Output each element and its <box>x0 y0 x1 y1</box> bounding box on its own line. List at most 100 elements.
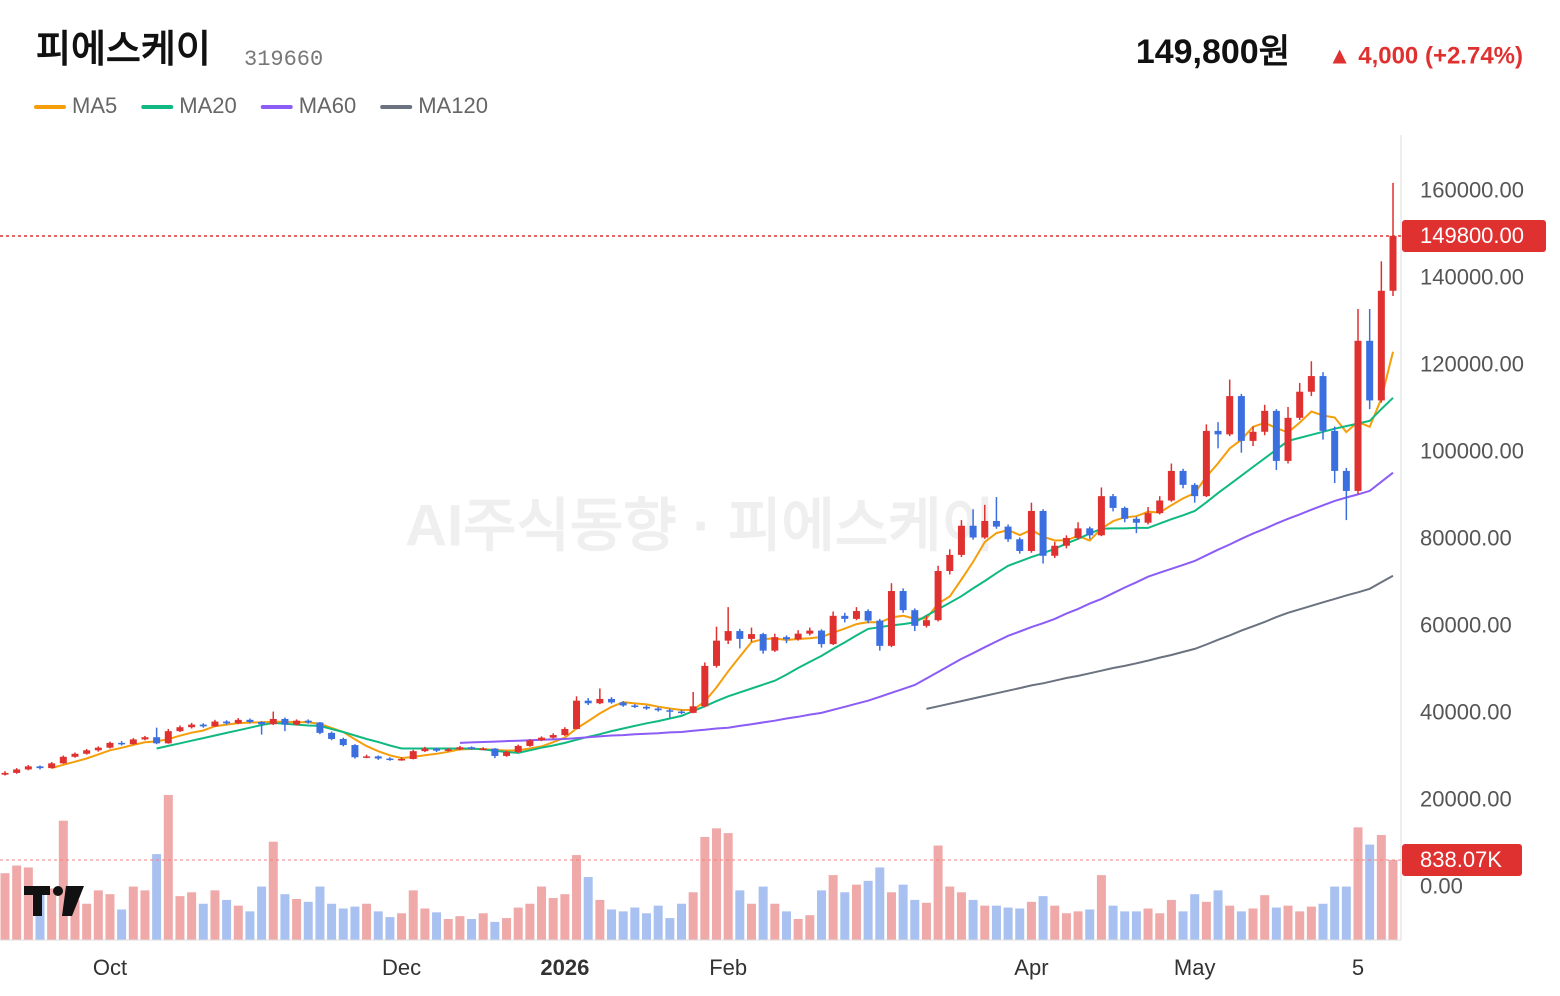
volume-bar <box>397 913 407 940</box>
volume-bar <box>1038 896 1048 940</box>
stock-name: 피에스케이 <box>36 29 211 71</box>
volume-bar <box>1120 911 1130 940</box>
candle-body <box>164 731 172 744</box>
volume-bar <box>1050 905 1060 940</box>
candle-body <box>514 745 522 753</box>
volume-bar <box>968 899 978 940</box>
candle-body <box>433 748 441 751</box>
candle-body <box>573 700 581 729</box>
y-tick-label: 0.00 <box>1420 874 1463 899</box>
volume-bar <box>595 899 605 940</box>
y-tick-label: 140000.00 <box>1420 264 1524 289</box>
candle-body <box>1272 410 1280 461</box>
candle-body <box>1027 510 1035 551</box>
volume-bar <box>443 919 453 940</box>
volume-bar <box>770 903 780 940</box>
candle-body <box>911 610 919 626</box>
volume-bar <box>502 918 512 940</box>
y-tick-label: 20000.00 <box>1420 787 1512 812</box>
legend-label: MA60 <box>299 93 356 118</box>
candle-body <box>1191 484 1199 497</box>
volume-bar <box>303 901 313 940</box>
candle-body <box>946 554 954 572</box>
stock-code: 319660 <box>244 47 323 72</box>
volume-bar <box>618 911 628 940</box>
volume-bar <box>1213 890 1223 940</box>
volume-bar <box>572 855 582 940</box>
candle-body <box>1016 539 1024 551</box>
volume-bar <box>1026 901 1036 940</box>
volume-bar <box>490 921 500 940</box>
candle-body <box>969 525 977 538</box>
candle-body <box>1144 513 1152 523</box>
candle-body <box>596 698 604 704</box>
candle-body <box>1062 537 1070 546</box>
x-tick-label: 2026 <box>540 955 589 980</box>
candle-body <box>141 737 149 740</box>
legend: MA5 MA20 MA60 MA120 <box>34 93 488 118</box>
candle-body <box>1004 526 1012 540</box>
candle-body <box>118 742 126 745</box>
volume-bar <box>1096 875 1106 940</box>
candle-body <box>59 756 67 764</box>
y-tick-label: 160000.00 <box>1420 177 1524 202</box>
volume-bar <box>525 903 535 940</box>
volume-bar <box>152 854 162 940</box>
volume-bar <box>1295 911 1305 940</box>
candle-body <box>1377 290 1385 401</box>
candle-body <box>1366 340 1374 401</box>
candle-body <box>409 751 417 759</box>
candle-body <box>456 747 464 750</box>
candle-body <box>1307 376 1315 392</box>
volume-bar <box>910 899 920 940</box>
volume-bar <box>1225 905 1235 940</box>
candle-body <box>363 756 371 758</box>
volume-bar <box>735 890 745 940</box>
candle-body <box>199 724 207 727</box>
volume-bar <box>1073 911 1083 940</box>
volume-bar <box>58 820 68 940</box>
ma-line <box>156 397 1394 754</box>
volume-bar <box>1131 911 1141 940</box>
volume-bar <box>1143 908 1153 940</box>
volume-bar <box>198 903 208 940</box>
volume-bar <box>128 886 138 940</box>
volume-bar <box>607 909 617 940</box>
axes: Oct Dec 2026 Feb Apr May 5 0.00 20000.00 40000.00… <box>0 135 1546 980</box>
volume-bar <box>373 911 383 940</box>
candle-body <box>922 620 930 626</box>
candle-body <box>1249 431 1257 441</box>
y-tick-label: 100000.00 <box>1420 438 1524 463</box>
y-tick-label: 40000.00 <box>1420 700 1512 725</box>
candle-body <box>619 702 627 706</box>
volume-bar <box>1388 860 1398 940</box>
volume-bar <box>805 915 815 940</box>
candle-body <box>1132 518 1140 523</box>
volume-bar <box>327 903 337 940</box>
candle-body <box>1226 396 1234 435</box>
candle-body <box>503 752 511 756</box>
volume-bar <box>688 892 698 940</box>
candle-body <box>549 735 557 738</box>
candle-body <box>188 724 196 728</box>
candle-body <box>584 700 592 704</box>
ma-line <box>51 351 1394 769</box>
candle-body <box>1051 545 1059 556</box>
candle-body <box>211 721 219 727</box>
candle-body <box>736 631 744 639</box>
volume-bar <box>583 877 593 940</box>
volume-label: 838.07K <box>1420 847 1502 872</box>
candle-body <box>654 708 662 711</box>
candle-body <box>852 611 860 619</box>
volume-bar <box>956 892 966 940</box>
candle-body <box>83 750 91 754</box>
volume-bar <box>898 884 908 940</box>
candle-body <box>304 720 312 723</box>
candle-body <box>153 737 161 744</box>
volume-bar <box>210 890 220 940</box>
candle-body <box>269 718 277 725</box>
volume-bar <box>1003 907 1013 940</box>
volume-bar <box>793 919 803 940</box>
volume-bar <box>257 886 267 940</box>
candle-body <box>1202 430 1210 497</box>
